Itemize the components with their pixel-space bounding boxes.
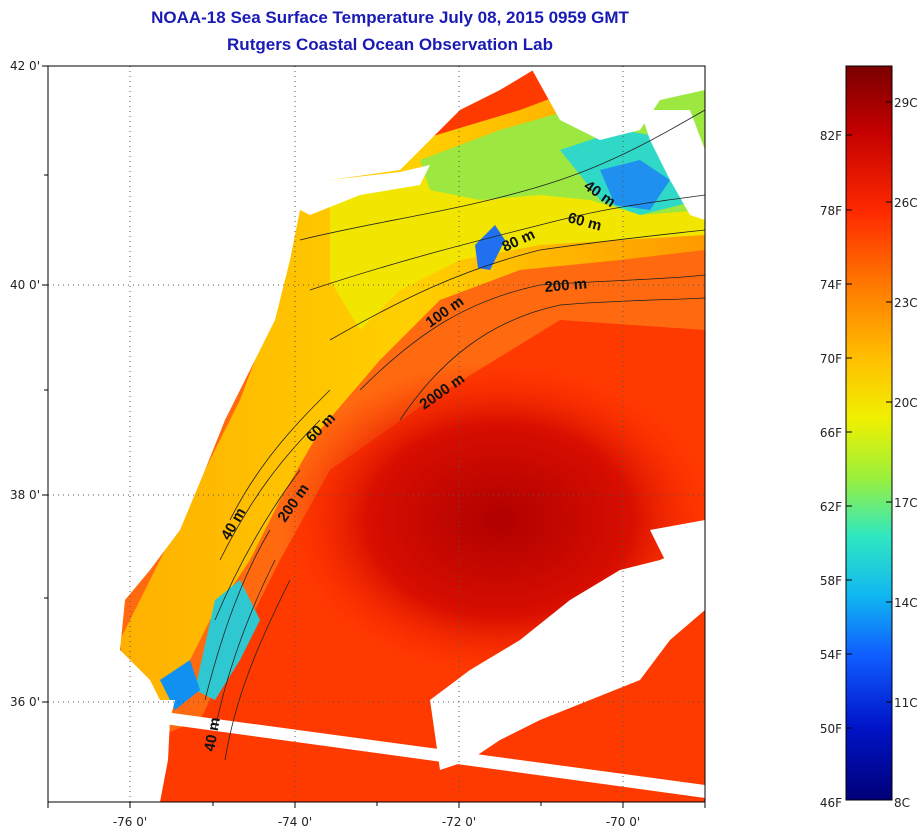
sst-imagery — [48, 66, 705, 802]
mainland — [48, 66, 540, 700]
lon-tick-label: -72 0' — [442, 815, 476, 829]
long-island — [290, 165, 430, 215]
celsius-label: 14C — [894, 596, 918, 610]
celsius-label: 23C — [894, 296, 918, 310]
fahrenheit-label: 78F — [820, 204, 842, 218]
fahrenheit-label: 58F — [820, 574, 842, 588]
colorbar-c-labels: 29C 26C 23C 20C 17C 14C 11C 8C — [894, 96, 918, 810]
celsius-label: 20C — [894, 396, 918, 410]
axis-tick-marks — [42, 65, 706, 808]
fahrenheit-label: 46F — [820, 796, 842, 810]
coastal-cold-spot — [160, 660, 200, 710]
swath-gap — [150, 710, 705, 798]
fahrenheit-label: 50F — [820, 722, 842, 736]
cloud-patch — [650, 520, 705, 560]
fahrenheit-label: 70F — [820, 352, 842, 366]
fahrenheit-label: 82F — [820, 129, 842, 143]
cloud-cover — [430, 540, 705, 770]
new-england-coast — [530, 66, 705, 140]
fahrenheit-label: 74F — [820, 278, 842, 292]
carolina-coast — [48, 700, 175, 802]
celsius-label: 11C — [894, 696, 918, 710]
contour-label: 200 m — [544, 275, 588, 296]
lat-tick-label: 40 0' — [10, 278, 40, 292]
lon-tick-label: -76 0' — [113, 815, 147, 829]
map-title: NOAA-18 Sea Surface Temperature July 08,… — [151, 8, 629, 27]
celsius-label: 8C — [894, 796, 910, 810]
colorbar-ticks — [846, 101, 892, 729]
celsius-label: 17C — [894, 496, 918, 510]
lat-tick-label: 38 0' — [10, 488, 40, 502]
lon-tick-label: -70 0' — [606, 815, 640, 829]
contour-label: 40 m — [201, 716, 224, 753]
coastal-cool-strip — [195, 580, 260, 700]
celsius-label: 29C — [894, 96, 918, 110]
fahrenheit-label: 62F — [820, 500, 842, 514]
lon-tick-label: -74 0' — [278, 815, 312, 829]
celsius-label: 26C — [894, 196, 918, 210]
lat-tick-label: 42 0' — [10, 59, 40, 73]
lat-tick-label: 36 0' — [10, 695, 40, 709]
fahrenheit-label: 66F — [820, 426, 842, 440]
cold-patch-center — [475, 225, 505, 270]
fahrenheit-label: 54F — [820, 648, 842, 662]
bathymetry-contours — [204, 109, 705, 761]
map-subtitle: Rutgers Coastal Ocean Observation Lab — [227, 35, 553, 54]
cold-patch-east — [600, 160, 670, 210]
temperature-colorbar — [845, 65, 893, 801]
colorbar-f-labels: 82F 78F 74F 70F 66F 62F 58F 54F 50F 46F — [820, 129, 842, 810]
